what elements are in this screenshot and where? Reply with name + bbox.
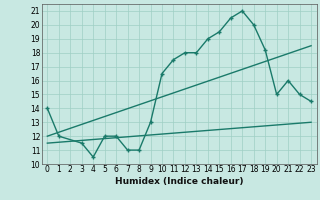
X-axis label: Humidex (Indice chaleur): Humidex (Indice chaleur): [115, 177, 244, 186]
